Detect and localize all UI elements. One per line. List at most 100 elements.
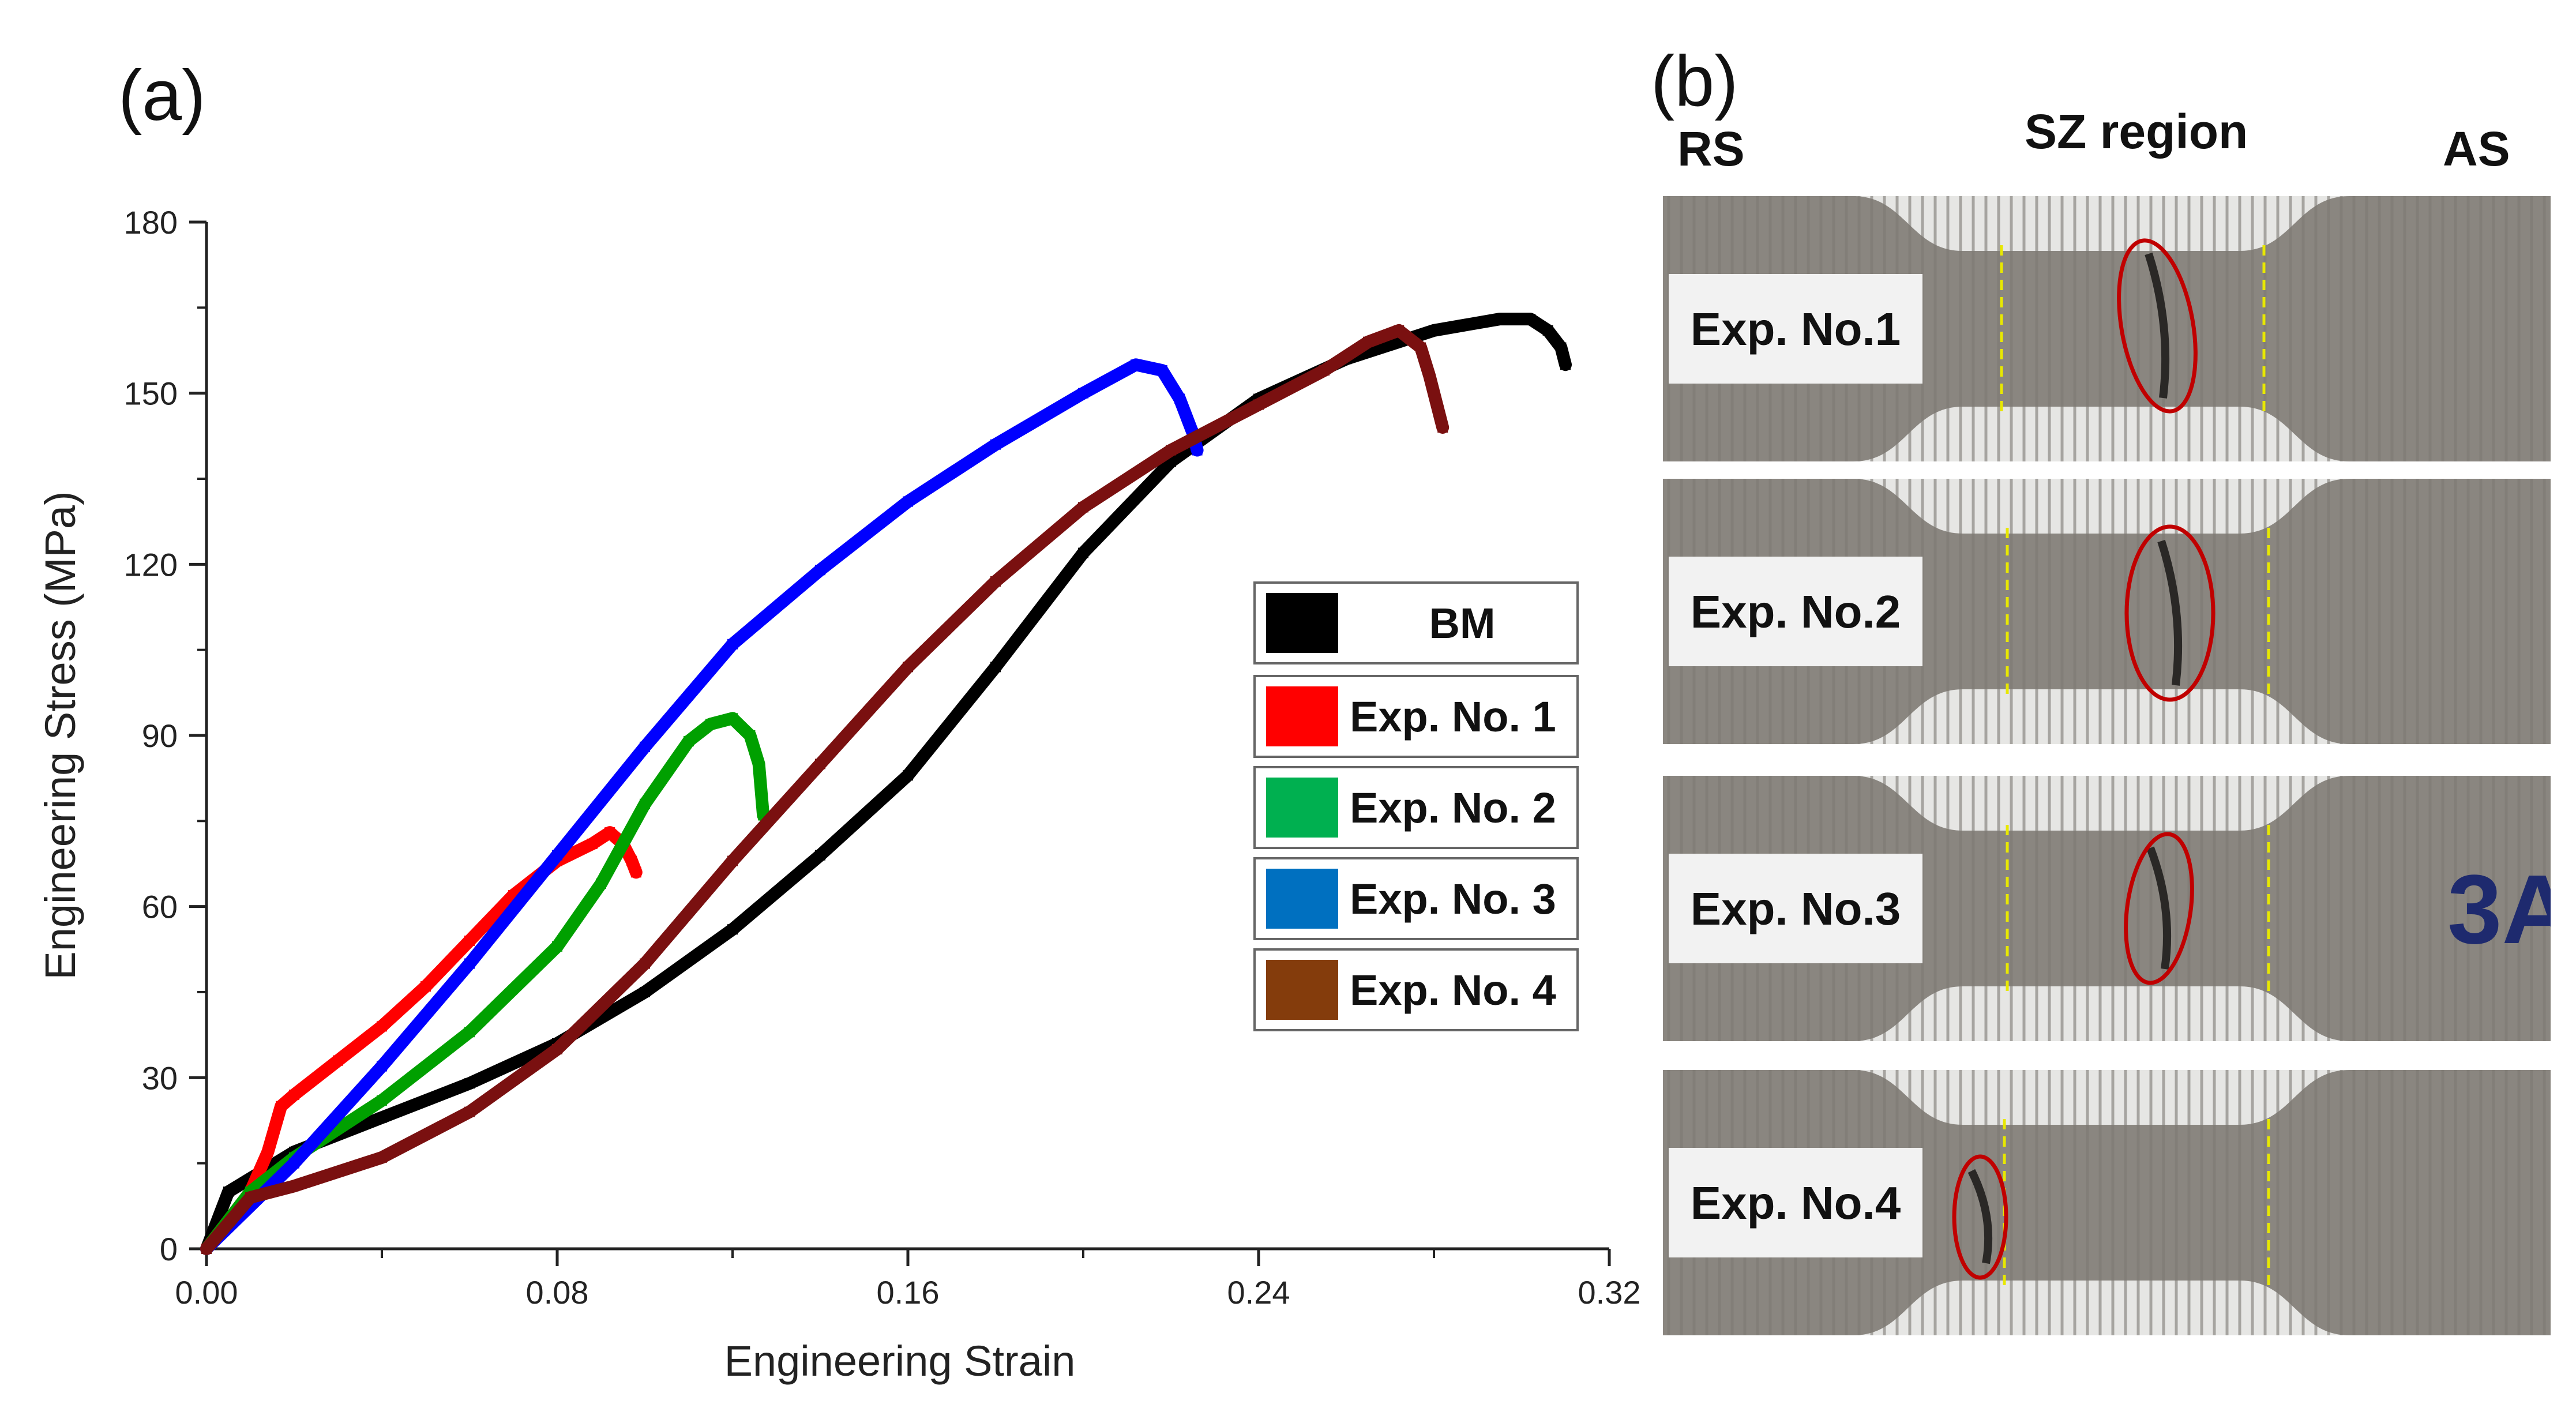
y-tick-label: 150 xyxy=(124,376,178,412)
data-point xyxy=(1437,422,1448,433)
data-point xyxy=(552,941,562,952)
y-axis-title: Engineering Stress (MPa) xyxy=(36,491,84,979)
data-point xyxy=(640,958,650,969)
x-tick-label: 0.24 xyxy=(1227,1274,1290,1311)
data-point xyxy=(289,1090,299,1100)
specimen-marking: 3A xyxy=(2447,855,2551,964)
specimen-label-box xyxy=(1669,1148,1922,1257)
data-point xyxy=(1131,359,1141,370)
legend-swatch xyxy=(1266,960,1338,1020)
specimen-drawing: Exp. No.1 xyxy=(1663,196,2551,461)
data-point xyxy=(1253,399,1264,410)
specimen-label: Exp. No.2 xyxy=(1691,586,1901,637)
data-point xyxy=(1156,365,1167,376)
specimen-label-box xyxy=(1669,557,1922,666)
specimen-drawing: Exp. No.2 xyxy=(1663,479,2551,744)
data-point xyxy=(815,759,825,769)
data-point xyxy=(815,850,825,861)
data-point xyxy=(1556,342,1567,353)
data-point xyxy=(201,1244,212,1254)
series-layer xyxy=(200,313,1572,1255)
legend-item: Exp. No. 2 xyxy=(1253,766,1579,849)
data-point xyxy=(727,713,738,724)
data-point xyxy=(903,662,913,673)
legend-label: Exp. No. 2 xyxy=(1350,784,1556,832)
data-point xyxy=(745,730,756,741)
data-point xyxy=(1429,325,1439,336)
legend-label: Exp. No. 3 xyxy=(1350,875,1556,923)
data-point xyxy=(640,798,650,809)
data-point xyxy=(626,855,637,866)
y-tick-label: 30 xyxy=(142,1060,178,1096)
rs-label: RS xyxy=(1677,122,1745,176)
data-point xyxy=(223,1187,234,1197)
data-point xyxy=(1433,405,1444,416)
data-point xyxy=(262,1146,273,1157)
data-point xyxy=(727,855,738,866)
data-point xyxy=(1494,314,1505,325)
data-point xyxy=(289,1181,299,1192)
data-point xyxy=(990,439,1001,450)
series-line xyxy=(200,826,643,1255)
series-5 xyxy=(200,324,1450,1255)
x-tick-label: 0.16 xyxy=(877,1274,940,1311)
data-point xyxy=(377,1152,387,1163)
fracture-ellipse xyxy=(2124,524,2215,702)
data-point xyxy=(464,1078,475,1089)
ticks: 0.00 0.08 0.16 0.24 0.32 0 30 60 90 120 150 180 xyxy=(124,204,1641,1311)
data-point xyxy=(1560,359,1571,370)
data-point xyxy=(903,496,913,507)
legend-swatch xyxy=(1266,869,1338,929)
y-tick-label: 60 xyxy=(142,889,178,925)
data-point xyxy=(753,759,764,769)
specimen-label: Exp. No.1 xyxy=(1691,303,1901,355)
data-point xyxy=(1525,314,1536,325)
stress-strain-chart: 0.00 0.08 0.16 0.24 0.32 0 30 60 90 120 150 180 Eng… xyxy=(36,204,1641,1385)
data-point xyxy=(1166,445,1176,456)
series-4 xyxy=(200,358,1204,1255)
data-point xyxy=(1424,371,1435,381)
y-tick-label: 0 xyxy=(160,1231,178,1267)
data-point xyxy=(640,987,650,997)
data-point xyxy=(903,770,913,781)
crack-mark xyxy=(2157,539,2183,686)
data-point xyxy=(604,827,615,838)
legend-item: Exp. No. 1 xyxy=(1253,675,1579,758)
data-point xyxy=(587,838,598,849)
series-line xyxy=(200,358,1204,1255)
fracture-ellipse xyxy=(2117,238,2198,414)
data-point xyxy=(1363,336,1373,347)
data-point xyxy=(377,1112,387,1123)
data-point xyxy=(630,867,641,878)
data-point xyxy=(1174,393,1185,404)
specimen-photo-4: Exp. No.4 xyxy=(1663,1070,2551,1335)
data-point xyxy=(552,1043,562,1054)
legend-item: Exp. No. 3 xyxy=(1253,857,1579,940)
sz-region-label: SZ region xyxy=(2025,104,2248,159)
legend: BM Exp. No. 1 Exp. No. 2 Exp. No. 3 Exp. No.… xyxy=(1253,581,1579,1031)
y-tick-label: 120 xyxy=(124,546,178,583)
specimen-label-box xyxy=(1669,854,1922,963)
data-point xyxy=(1319,365,1330,376)
x-tick-label: 0.32 xyxy=(1578,1274,1641,1311)
panel-b-label: (b) xyxy=(1651,42,1738,121)
legend-label: BM xyxy=(1429,599,1495,647)
specimen-drawing: Exp. No.4 xyxy=(1663,1070,2551,1335)
legend-label: Exp. No. 1 xyxy=(1350,693,1556,741)
specimen-photo-2: Exp. No.2 xyxy=(1663,479,2551,744)
data-point xyxy=(289,1158,299,1169)
x-tick-label: 0.00 xyxy=(175,1274,238,1311)
data-point xyxy=(684,735,694,746)
data-point xyxy=(377,1021,387,1032)
data-point xyxy=(1078,502,1088,513)
data-point xyxy=(1415,342,1426,353)
data-point xyxy=(1078,388,1088,399)
data-point xyxy=(815,565,825,576)
fracture-ellipse xyxy=(1952,1154,2008,1280)
data-point xyxy=(705,719,716,730)
data-point xyxy=(464,1106,475,1117)
data-point xyxy=(640,741,650,752)
data-point xyxy=(420,981,431,992)
specimen-label: Exp. No.4 xyxy=(1691,1177,1901,1229)
